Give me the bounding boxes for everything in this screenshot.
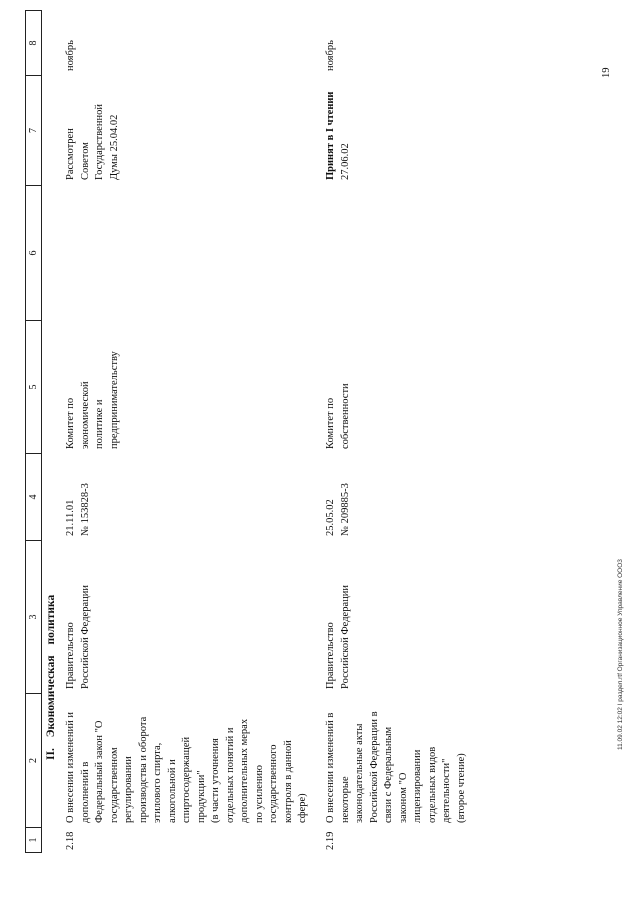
text-line: производства и оборота — [137, 716, 149, 823]
text-line: связи с Федеральным — [383, 726, 394, 823]
status: Рассмотрен Советом Государственной Думы … — [64, 104, 122, 180]
text-line: Правительство — [325, 622, 336, 689]
text-line: 21.11.01 — [65, 499, 76, 536]
bill-title: О внесении изменений и дополнений в Феде… — [64, 712, 311, 823]
column-header-8: 8 — [25, 10, 42, 75]
column-header-5: 5 — [25, 320, 42, 453]
text-line: 27.06.02 — [339, 143, 351, 180]
initiator: Правительство Российской Федерации — [64, 585, 93, 689]
text-line: Принят в I чтении — [325, 91, 336, 180]
section-title: II. Экономическая политика — [45, 594, 57, 760]
text-line: некоторые — [339, 776, 351, 823]
bill-title: О внесении изменений в некоторые законод… — [324, 711, 469, 823]
text-line: Российской Федерации — [339, 585, 351, 689]
text-line: спиртосодержащей — [181, 736, 192, 823]
column-header-1: 1 — [25, 827, 42, 853]
text-line: Комитет по — [325, 397, 336, 449]
text-line: по усилению — [253, 764, 265, 823]
registration: 25.05.02 № 209885-3 — [324, 483, 353, 536]
footer: 11.09.02 12:02 I раздел.rtf Организацион… — [617, 559, 624, 750]
column-header-3: 3 — [25, 540, 42, 693]
text-line: Федеральный закон "О — [94, 720, 105, 823]
text-line: 25.05.02 — [325, 499, 336, 536]
text-line: сфере) — [297, 793, 308, 823]
text-line: экономической — [79, 381, 91, 449]
text-line: О внесении изменений в — [325, 712, 336, 823]
status: Принят в I чтении 27.06.02 — [324, 92, 353, 180]
text-line: (второе чтение) — [455, 753, 467, 823]
text-line: законом "О — [397, 772, 409, 823]
text-line: Комитет по — [65, 397, 76, 449]
text-line: собственности — [339, 383, 351, 449]
column-header-2: 2 — [25, 693, 42, 827]
text-line: государственном — [108, 747, 120, 823]
month: ноябрь — [325, 40, 336, 71]
column-header-4: 4 — [25, 453, 42, 540]
month: ноябрь — [65, 40, 76, 71]
text-line: № 209885-3 — [339, 483, 351, 536]
text-line: Государственной — [94, 104, 105, 180]
text-line: отдельных видов — [426, 746, 438, 823]
page-number: 19 — [601, 67, 612, 79]
text-line: этилового спирта, — [152, 742, 163, 823]
text-line: предпринимательству — [108, 351, 120, 449]
text-line: регулировании — [123, 756, 134, 823]
text-line: алкогольной и — [166, 759, 178, 823]
text-line: № 153828-3 — [79, 483, 91, 536]
text-line: Правительство — [65, 622, 76, 689]
registration: 21.11.01 № 153828-3 — [64, 483, 93, 536]
text-line: Рассмотрен — [65, 128, 76, 180]
text-line: Советом — [79, 142, 91, 180]
column-header-6: 6 — [25, 185, 42, 320]
text-line: политике и — [94, 399, 105, 449]
text-line: лицензировании — [412, 749, 423, 823]
row-number: 2.18 — [65, 831, 76, 850]
text-line: продукции" — [195, 770, 207, 823]
text-line: дополнений в — [79, 761, 91, 823]
text-line: (в части уточнения — [210, 738, 221, 823]
committee: Комитет по экономической политике и пред… — [64, 351, 122, 449]
text-line: дополнительных мерах — [239, 718, 250, 823]
text-line: Российской Федерации — [79, 585, 91, 689]
text-line: деятельности" — [441, 758, 452, 823]
text-line: государственного — [268, 744, 279, 823]
text-line: О внесении изменений и — [65, 712, 76, 823]
row-number: 2.19 — [325, 831, 336, 850]
text-line: законодательные акты — [354, 723, 365, 823]
text-line: контроля в данной — [282, 740, 294, 823]
initiator: Правительство Российской Федерации — [324, 585, 353, 689]
text-line: Российской Федерации в — [368, 711, 380, 823]
committee: Комитет по собственности — [324, 383, 353, 449]
text-line: отдельных понятий и — [224, 727, 236, 823]
column-header-7: 7 — [25, 75, 42, 185]
text-line: Думы 25.04.02 — [108, 114, 120, 180]
